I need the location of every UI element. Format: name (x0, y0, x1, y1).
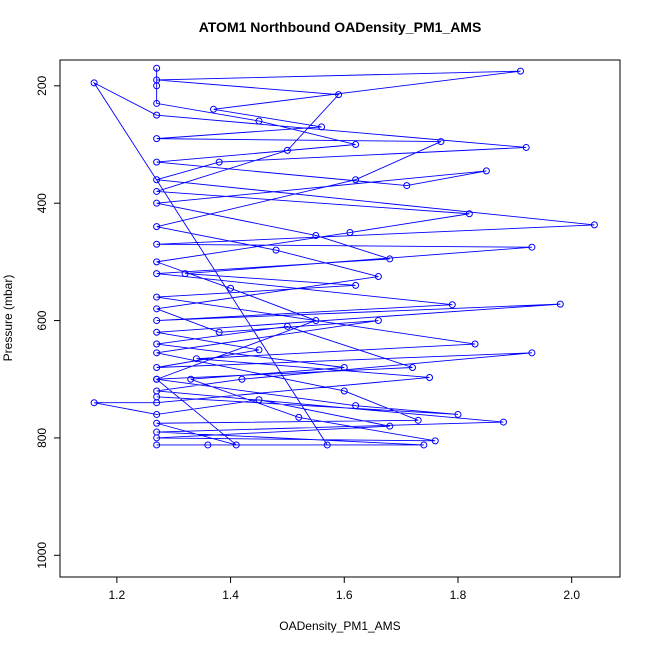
data-point (153, 99, 161, 107)
data-point (482, 167, 490, 175)
data-point (153, 223, 161, 231)
data-point (295, 413, 303, 421)
data-point (454, 410, 462, 418)
data-point (408, 364, 416, 372)
y-axis-label: Pressure (mbar) (1, 275, 15, 362)
data-point (153, 187, 161, 195)
data-point (374, 273, 382, 281)
data-point (215, 158, 223, 166)
data-point (403, 182, 411, 190)
data-point (215, 328, 223, 336)
y-tick-label: 600 (35, 310, 49, 330)
data-point (210, 105, 218, 113)
data-point (283, 146, 291, 154)
data-point (153, 364, 161, 372)
data-point (153, 158, 161, 166)
data-point (181, 270, 189, 278)
data-point (556, 300, 564, 308)
data-point (153, 375, 161, 383)
data-point (352, 402, 360, 410)
data-point (153, 349, 161, 357)
data-point (153, 317, 161, 325)
data-point (340, 387, 348, 395)
data-point (153, 76, 161, 84)
data-point (590, 221, 598, 229)
data-point (465, 210, 473, 218)
data-point (335, 91, 343, 99)
chart-title: ATOM1 Northbound OADensity_PM1_AMS (199, 19, 482, 35)
data-point (471, 340, 479, 348)
data-point (153, 258, 161, 266)
data-point (153, 340, 161, 348)
data-point (386, 422, 394, 430)
data-point (312, 231, 320, 239)
x-tick-label: 1.6 (336, 588, 353, 602)
data-point (346, 229, 354, 237)
data-point (352, 176, 360, 184)
data-point (153, 328, 161, 336)
data-point (153, 419, 161, 427)
data-point (420, 441, 428, 449)
x-axis-label: OADensity_PM1_AMS (279, 619, 400, 633)
data-point (153, 111, 161, 119)
data-point (153, 293, 161, 301)
data-point (238, 375, 246, 383)
data-point (187, 375, 195, 383)
data-point (255, 117, 263, 125)
data-point (272, 246, 280, 254)
data-point (153, 410, 161, 418)
series-line (92, 68, 595, 446)
data-point (386, 255, 394, 263)
x-tick-label: 1.2 (109, 588, 126, 602)
data-point (153, 135, 161, 143)
data-point (153, 434, 161, 442)
data-point (153, 199, 161, 207)
data-point (426, 373, 434, 381)
y-tick-label: 400 (35, 193, 49, 213)
data-point (283, 322, 291, 330)
data-point (255, 396, 263, 404)
data-point (499, 418, 507, 426)
data-point (227, 284, 235, 292)
data-point (528, 243, 536, 251)
x-tick-label: 1.4 (222, 588, 239, 602)
data-point (153, 176, 161, 184)
data-point (414, 416, 422, 424)
data-point (437, 138, 445, 146)
data-point (204, 441, 212, 449)
data-point (352, 281, 360, 289)
y-tick-label: 800 (35, 428, 49, 448)
data-point (153, 270, 161, 278)
data-point (153, 393, 161, 401)
data-point (318, 123, 326, 131)
data-point (192, 355, 200, 363)
x-tick-label: 1.8 (450, 588, 467, 602)
data-point (90, 399, 98, 407)
y-tick-label: 200 (35, 75, 49, 95)
data-point (153, 64, 161, 72)
data-point (153, 441, 161, 449)
y-tick-label: 1000 (35, 542, 49, 569)
data-point (374, 317, 382, 325)
data-point (153, 305, 161, 313)
data-point (431, 437, 439, 445)
data-point (255, 346, 263, 354)
data-point (517, 67, 525, 75)
data-point (352, 141, 360, 149)
data-point (90, 79, 98, 87)
data-point (312, 317, 320, 325)
data-point (528, 349, 536, 357)
data-point (448, 301, 456, 309)
data-point (522, 143, 530, 151)
x-tick-label: 2.0 (563, 588, 580, 602)
data-point (232, 441, 240, 449)
data-point (153, 240, 161, 248)
data-point (323, 441, 331, 449)
plot-frame (59, 59, 621, 578)
data-point (340, 364, 348, 372)
